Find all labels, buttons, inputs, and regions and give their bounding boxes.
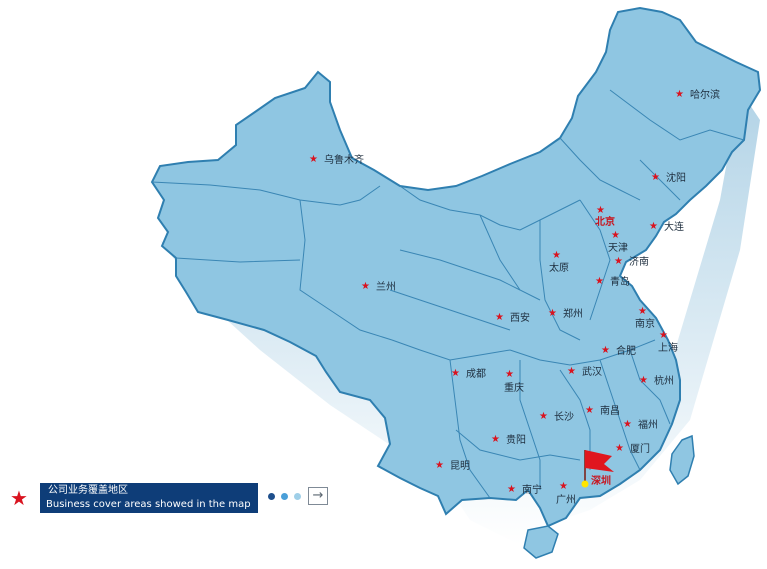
city-star-icon: ★ <box>585 405 594 416</box>
city-label-wuhan[interactable]: 武汉 <box>582 367 602 378</box>
city-star-icon: ★ <box>651 172 660 183</box>
legend-box: 公司业务覆盖地区 Business cover areas showed in … <box>40 483 258 513</box>
city-label-hangzhou[interactable]: 杭州 <box>654 376 674 387</box>
city-star-icon: ★ <box>435 460 444 471</box>
city-label-shenzhen[interactable]: 深圳 <box>591 476 611 487</box>
city-label-guiyang[interactable]: 贵阳 <box>506 435 526 446</box>
city-label-nanning[interactable]: 南宁 <box>522 485 542 496</box>
city-star-icon: ★ <box>552 250 561 261</box>
city-label-lanzhou[interactable]: 兰州 <box>376 282 396 293</box>
city-star-icon: ★ <box>539 411 548 422</box>
city-star-icon: ★ <box>615 443 624 454</box>
city-star-icon: ★ <box>507 484 516 495</box>
next-button[interactable]: → <box>308 487 328 505</box>
city-star-icon: ★ <box>639 375 648 386</box>
city-label-chengdu[interactable]: 成都 <box>466 369 486 380</box>
city-star-icon: ★ <box>675 89 684 100</box>
city-star-icon: ★ <box>614 256 623 267</box>
city-star-icon: ★ <box>567 366 576 377</box>
city-star-icon: ★ <box>451 368 460 379</box>
city-label-urumqi[interactable]: 乌鲁木齐 <box>324 155 364 166</box>
city-label-xiamen[interactable]: 厦门 <box>630 444 650 455</box>
city-label-hefei[interactable]: 合肥 <box>616 346 636 357</box>
city-label-xian[interactable]: 西安 <box>510 313 530 324</box>
pager-dot-2[interactable] <box>281 493 288 500</box>
legend-title-cn: 公司业务覆盖地区 <box>48 485 128 496</box>
arrow-right-bar-icon: → <box>312 488 324 503</box>
city-label-harbin[interactable]: 哈尔滨 <box>690 90 720 101</box>
city-label-guangzhou[interactable]: 广州 <box>556 495 576 506</box>
pager-dot-3[interactable] <box>294 493 301 500</box>
city-star-icon: ★ <box>548 308 557 319</box>
city-label-taiyuan[interactable]: 太原 <box>549 263 569 274</box>
city-label-chongqing[interactable]: 重庆 <box>504 383 524 394</box>
city-star-icon: ★ <box>495 312 504 323</box>
city-label-fuzhou[interactable]: 福州 <box>638 420 658 431</box>
city-label-beijing[interactable]: 北京 <box>595 217 615 228</box>
city-star-icon: ★ <box>309 154 318 165</box>
city-star-icon: ★ <box>491 434 500 445</box>
city-label-jinan[interactable]: 济南 <box>629 257 649 268</box>
pager-dot-1[interactable] <box>268 493 275 500</box>
legend-title-en: Business cover areas showed in the map <box>46 499 251 510</box>
star-icon: ★ <box>10 486 28 510</box>
city-label-qingdao[interactable]: 青岛 <box>610 277 630 288</box>
city-label-nanchang[interactable]: 南昌 <box>600 406 620 417</box>
city-label-zhengzhou[interactable]: 郑州 <box>563 309 583 320</box>
city-star-icon: ★ <box>601 345 610 356</box>
red-flag-icon <box>581 450 614 488</box>
city-label-changsha[interactable]: 长沙 <box>554 412 574 423</box>
city-star-icon: ★ <box>659 330 668 341</box>
city-label-tianjin[interactable]: 天津 <box>608 243 628 254</box>
hainan-island <box>523 525 559 559</box>
city-star-icon: ★ <box>505 369 514 380</box>
city-label-nanjing[interactable]: 南京 <box>635 319 655 330</box>
city-label-kunming[interactable]: 昆明 <box>450 461 470 472</box>
city-star-icon: ★ <box>559 481 568 492</box>
province-borders <box>151 89 745 499</box>
city-star-icon: ★ <box>638 306 647 317</box>
city-star-icon: ★ <box>361 281 370 292</box>
taiwan-island <box>669 434 695 486</box>
city-star-icon: ★ <box>623 419 632 430</box>
city-star-icon: ★ <box>595 276 604 287</box>
city-label-shanghai[interactable]: 上海 <box>658 343 678 354</box>
mainland-outline <box>150 6 762 528</box>
city-star-icon: ★ <box>611 230 620 241</box>
city-star-icon: ★ <box>596 205 605 216</box>
city-star-icon: ★ <box>649 221 658 232</box>
city-label-shenyang[interactable]: 沈阳 <box>666 173 686 184</box>
city-label-dalian[interactable]: 大连 <box>664 222 684 233</box>
